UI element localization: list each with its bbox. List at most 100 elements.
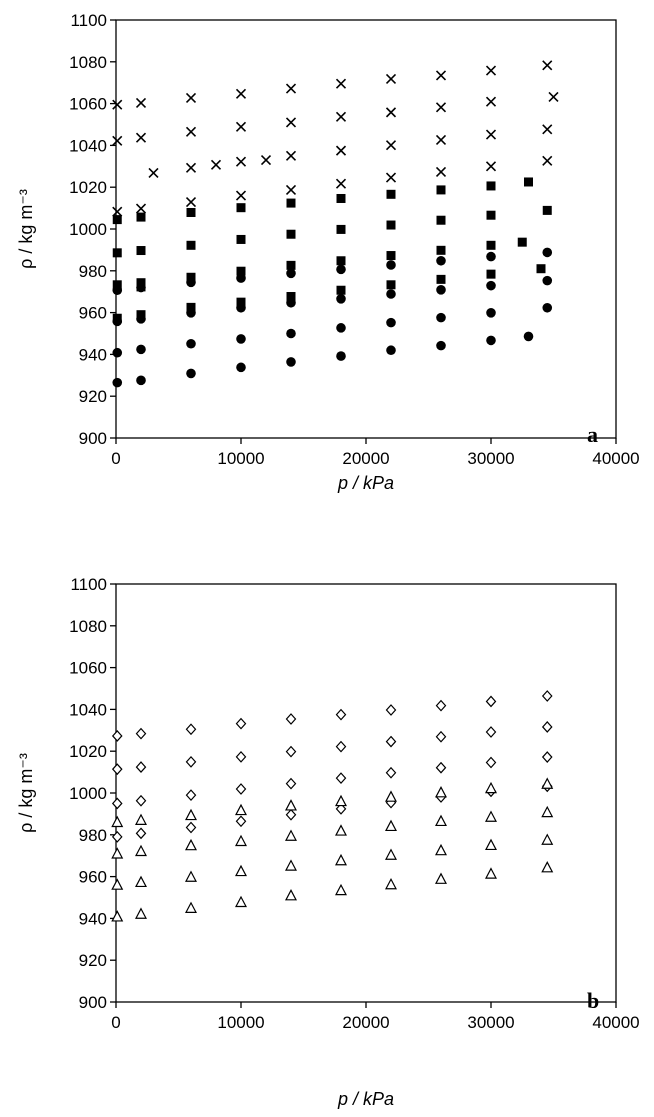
cross-marker [542, 60, 553, 71]
cross-marker [485, 96, 497, 107]
cross-marker [185, 92, 197, 104]
diamond-marker [485, 726, 497, 738]
circle-marker [286, 357, 296, 367]
triangle-marker [235, 803, 247, 816]
square-marker [112, 215, 122, 225]
square-marker [486, 210, 496, 220]
circle-marker [236, 334, 246, 344]
triangle-marker [335, 794, 347, 807]
cross-marker [335, 178, 347, 189]
square-marker [186, 240, 196, 250]
circle-marker [542, 247, 553, 258]
cross-marker [185, 162, 197, 173]
circle-marker [186, 368, 196, 379]
diamond-marker [485, 756, 497, 769]
circle-marker [486, 280, 496, 291]
circle-marker [386, 317, 396, 328]
diamond-marker [335, 708, 347, 721]
cross-marker [335, 111, 347, 122]
y-tick-label: 1000 [69, 784, 107, 803]
y-tick-label: 940 [79, 909, 107, 928]
cross-marker [135, 97, 147, 109]
triangle-marker [485, 867, 497, 879]
circle-marker [136, 344, 146, 355]
square-marker [186, 302, 196, 312]
triangle-marker [185, 808, 197, 821]
diamond-marker [335, 802, 347, 815]
triangle-marker [111, 910, 124, 922]
diamond-marker [435, 761, 447, 774]
cross-marker [385, 140, 397, 151]
square-marker [436, 185, 446, 195]
square-marker [236, 266, 246, 276]
square-marker [286, 292, 296, 302]
square-marker [386, 280, 396, 290]
square-marker [336, 256, 346, 266]
triangle-marker [235, 864, 247, 877]
triangle-marker [185, 870, 197, 882]
triangle-marker [435, 786, 447, 798]
y-tick-label: 960 [79, 304, 107, 323]
square-marker [536, 264, 546, 274]
triangle-marker [335, 883, 347, 896]
triangle-marker [185, 838, 197, 851]
diamond-marker [285, 777, 297, 790]
y-tick-label: 1080 [69, 53, 107, 72]
x-tick-label: 30000 [467, 1013, 514, 1032]
triangle-marker [135, 844, 147, 857]
triangle-marker [541, 861, 554, 873]
cross-marker [112, 206, 123, 217]
circle-marker [286, 328, 296, 339]
circle-marker [486, 335, 496, 346]
triangle-marker [285, 859, 297, 871]
x-axis-label-b: p / kPa [337, 1089, 394, 1109]
diamond-marker [541, 721, 553, 733]
square-marker [386, 189, 396, 199]
triangle-marker [185, 901, 197, 913]
diamond-marker [135, 761, 147, 773]
cross-marker [435, 166, 447, 178]
cross-marker [542, 155, 553, 166]
triangle-marker [385, 790, 397, 802]
y-tick-label: 900 [79, 993, 107, 1012]
square-marker [336, 193, 346, 203]
diamond-marker [135, 794, 147, 807]
triangle-marker [435, 872, 447, 884]
diamond-marker [111, 797, 123, 810]
cross-marker [385, 73, 397, 85]
diamond-marker [285, 713, 297, 725]
square-marker [286, 260, 296, 270]
diamond-marker [111, 763, 123, 776]
y-tick-label: 920 [79, 387, 107, 406]
circle-marker [186, 308, 196, 318]
triangle-marker [385, 877, 397, 890]
diamond-marker [385, 735, 397, 748]
square-marker [486, 181, 496, 191]
cross-marker [385, 172, 397, 183]
axis-ticks-b: 900 920 940 960 980 1000 1020 1040 1060 1080 1100 0… [69, 575, 639, 1032]
triangle-marker [235, 834, 247, 847]
square-marker [236, 203, 246, 213]
y-tick-label: 1060 [69, 95, 107, 114]
x-axis-label-a: p / kPa [337, 473, 394, 493]
y-tick-label: 1020 [69, 742, 107, 761]
diamond-marker [185, 789, 197, 801]
panel-b: 900 920 940 960 980 1000 1020 1040 1060 1080 1100 0… [16, 575, 640, 1109]
cross-marker [135, 132, 147, 143]
square-marker [286, 229, 296, 239]
diamond-marker [285, 808, 297, 821]
circle-marker [286, 268, 296, 279]
circle-marker [236, 273, 246, 283]
cross-marker [148, 167, 159, 179]
triangle-marker [285, 889, 297, 901]
triangle-marker [335, 853, 347, 866]
axis-ticks-a: 900 920 940 960 980 1000 1020 1040 1060 1080 1100 0… [69, 11, 639, 468]
cross-marker [485, 161, 497, 172]
cross-marker [285, 117, 297, 128]
cross-marker [542, 124, 553, 135]
cross-marker [235, 190, 247, 201]
triangle-marker [485, 838, 497, 851]
cross-marker [435, 102, 447, 113]
diamond-marker [435, 730, 447, 743]
